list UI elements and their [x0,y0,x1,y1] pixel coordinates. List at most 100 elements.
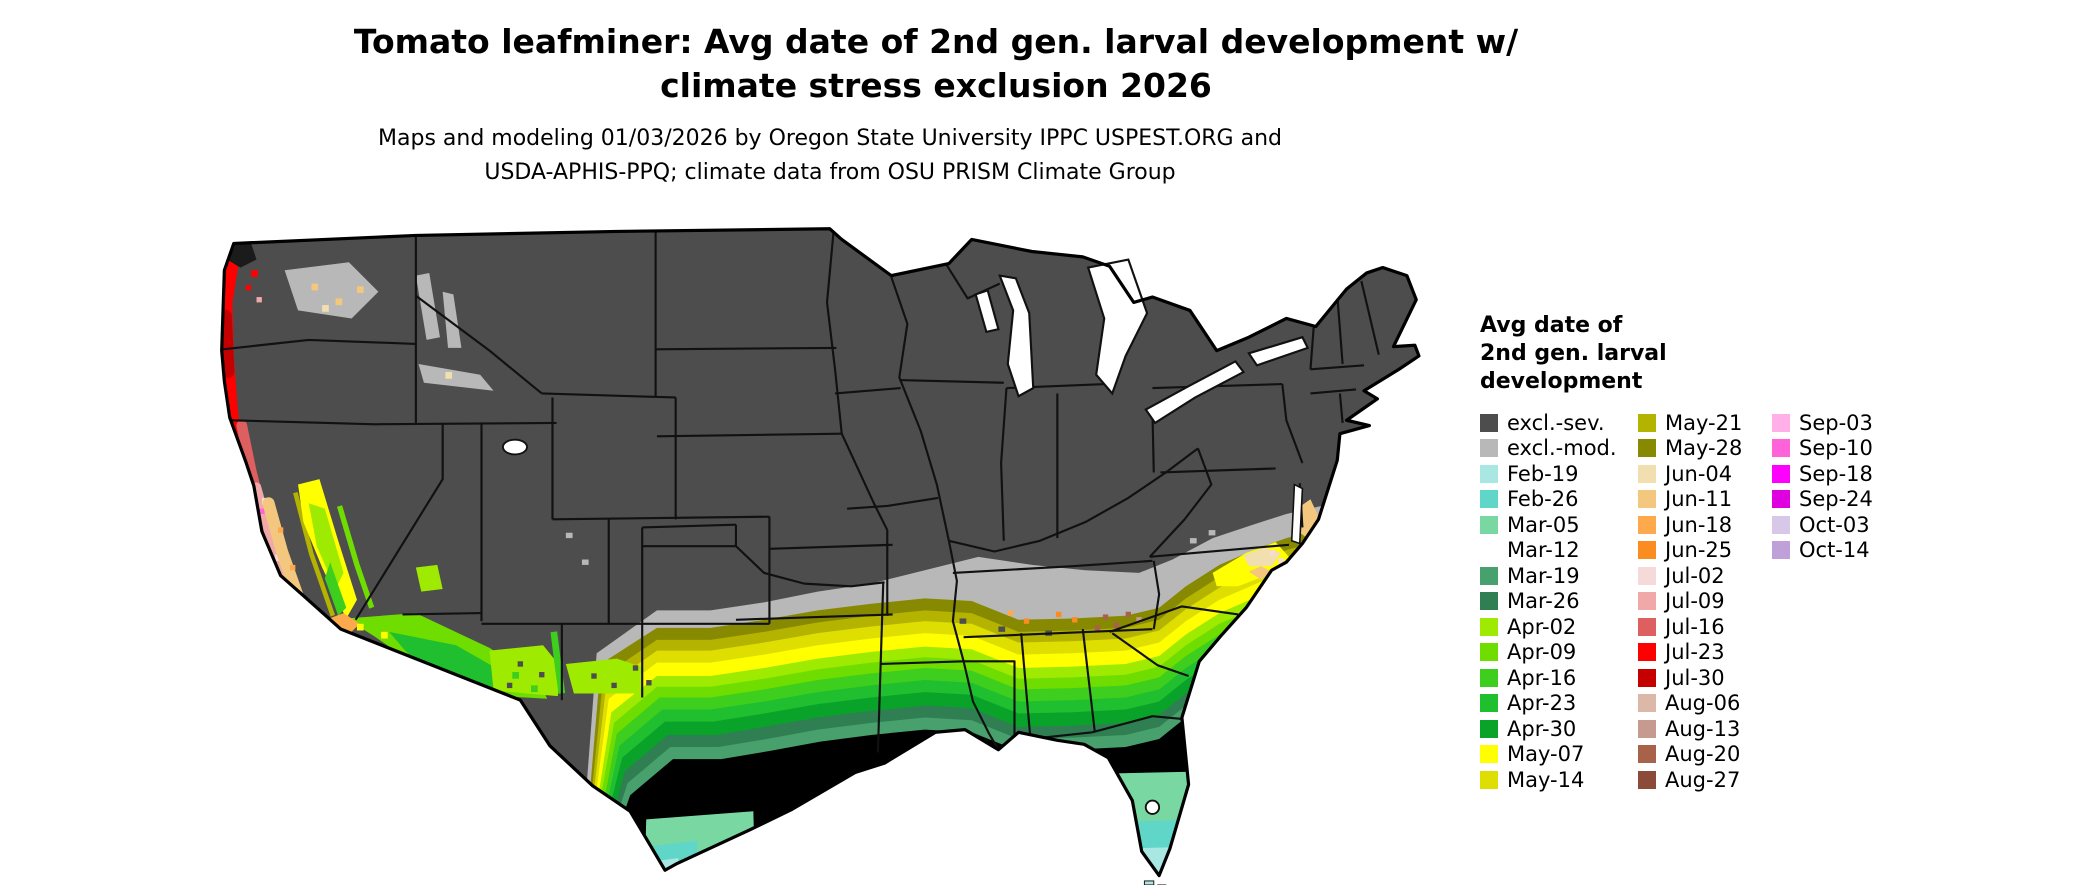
legend-item-may14: May-14 [1480,767,1638,793]
legend-label-feb26: Feb-26 [1507,487,1579,512]
oregon-coast-darkred [221,309,235,379]
socal-speck [381,631,388,639]
norfolk-pink-speck [1278,558,1284,564]
us-map [220,227,1421,885]
legend-item-feb26: Feb-26 [1480,487,1638,513]
legend-label-mar19: Mar-19 [1507,563,1580,588]
legend-swatch-sep10 [1772,439,1790,458]
legend-item-may28: May-28 [1638,436,1772,462]
title-line-1: Tomato leafminer: Avg date of 2nd gen. l… [353,22,1519,61]
tn-valley-orange-speck [1056,611,1062,618]
desert-core-green [389,631,526,694]
south-new-mexico [565,658,641,694]
legend-label-sep10: Sep-10 [1799,436,1873,461]
chesapeake-bay [1290,483,1304,545]
legend-item-oct14: Oct-14 [1772,538,1912,564]
olympic-peninsula-dark [227,239,257,268]
legend-item-feb19: Feb-19 [1480,461,1638,487]
legend-swatch-jul09 [1638,592,1656,611]
florida-keys-speck [1143,880,1155,885]
legend-label-may21: May-21 [1665,410,1743,435]
legend-item-jul02: Jul-02 [1638,563,1772,589]
legend-item-sep03: Sep-03 [1772,410,1912,436]
legend-item-jul16: Jul-16 [1638,614,1772,640]
legend-item-may21: May-21 [1638,410,1772,436]
gray-speck [959,618,967,624]
legend-label-jun25: Jun-25 [1665,538,1733,563]
snake-plain-moderate [418,364,494,391]
lake-ontario [1247,335,1310,367]
legend-swatch-jun18 [1638,515,1656,534]
legend-label-may28: May-28 [1665,436,1743,461]
legend-label-apr23: Apr-23 [1507,691,1577,716]
nm-mtn-speck [591,673,597,679]
legend-item-apr16: Apr-16 [1480,665,1638,691]
legend-swatch-jun25 [1638,541,1656,560]
legend-label-may07: May-07 [1507,742,1585,767]
valley-south-green [324,562,347,616]
legend-label-sep24: Sep-24 [1799,487,1873,512]
legend-item-jul23: Jul-23 [1638,640,1772,666]
coast-range-speck [289,564,296,571]
legend-label-may14: May-14 [1507,767,1585,792]
legend-label-apr09: Apr-09 [1507,640,1577,665]
co-valley-speck [581,559,589,565]
map-legend: Avg date of 2nd gen. larval development … [1480,312,2080,793]
columbia-basin-speck [322,305,329,312]
appalachian-brown-speck [1113,622,1119,628]
sky-island-speck [506,682,513,689]
puget-speck [256,297,262,303]
legend-label-apr02: Apr-02 [1507,614,1577,639]
nc-coast-tan-patch [1248,566,1272,580]
legend-label-jul16: Jul-16 [1665,614,1725,639]
norfolk-pink-speck [1270,550,1276,556]
snake-plain-speck [445,372,453,379]
rio-grande-strip [550,631,566,694]
legend-label-mar12: Mar-12 [1507,538,1580,563]
tn-valley-orange-speck [1007,610,1014,616]
florida-feb19 [1106,846,1225,876]
coast-range-speck [306,607,312,614]
legend-swatch-jun04 [1638,464,1656,483]
legend-column-1: excl.-sev. excl.-mod. Feb-19 Feb-26 Mar-05 Ma… [1480,410,1638,793]
east-wa-moderate [284,262,379,319]
legend-label-exclSev: excl.-sev. [1507,410,1605,435]
appalachian-brown-speck [1102,614,1109,620]
coast-range-speck [314,618,320,624]
lake-michigan [998,274,1035,398]
fog-belt-speck [259,508,265,514]
sierra-foothill-strip [336,505,375,609]
legend-swatch-mar19 [1480,566,1498,585]
title-line-2: climate stress exclusion 2026 [660,66,1212,105]
lake-erie [1144,359,1246,425]
legend-item-apr09: Apr-09 [1480,640,1638,666]
columbia-basin-speck [335,298,343,306]
legend-swatch-apr16 [1480,668,1498,687]
central-valley-core [308,503,344,589]
va-piedmont-speck [1208,530,1216,536]
co-valley-speck [565,532,573,539]
legend-label-exclMod: excl.-mod. [1507,436,1617,461]
sky-island-speck [539,672,545,678]
legend-item-jun18: Jun-18 [1638,512,1772,538]
appalachian-brown-speck [1094,625,1101,631]
columbia-basin-speck [311,283,319,291]
gray-speck [998,626,1006,632]
legend-swatch-apr23 [1480,694,1498,713]
legend-item-sep24: Sep-24 [1772,487,1912,513]
legend-item-jul30: Jul-30 [1638,665,1772,691]
lake-huron [1086,258,1149,396]
legend-label-aug27: Aug-27 [1665,767,1741,792]
california-interior [262,479,548,699]
legend-item-exclMod: excl.-mod. [1480,436,1638,462]
page-subtitle: Maps and modeling 01/03/2026 by Oregon S… [0,122,1660,190]
legend-item-jun11: Jun-11 [1638,487,1772,513]
legend-title: Avg date of 2nd gen. larval development [1480,312,2080,396]
legend-label-jul23: Jul-23 [1665,640,1725,665]
legend-label-jun04: Jun-04 [1665,461,1733,486]
great-salt-lake [501,438,528,456]
legend-swatch-feb19 [1480,464,1498,483]
tn-valley-orange-speck [1023,618,1030,624]
appalachian-brown-speck [1136,617,1142,623]
legend-label-apr16: Apr-16 [1507,665,1577,690]
